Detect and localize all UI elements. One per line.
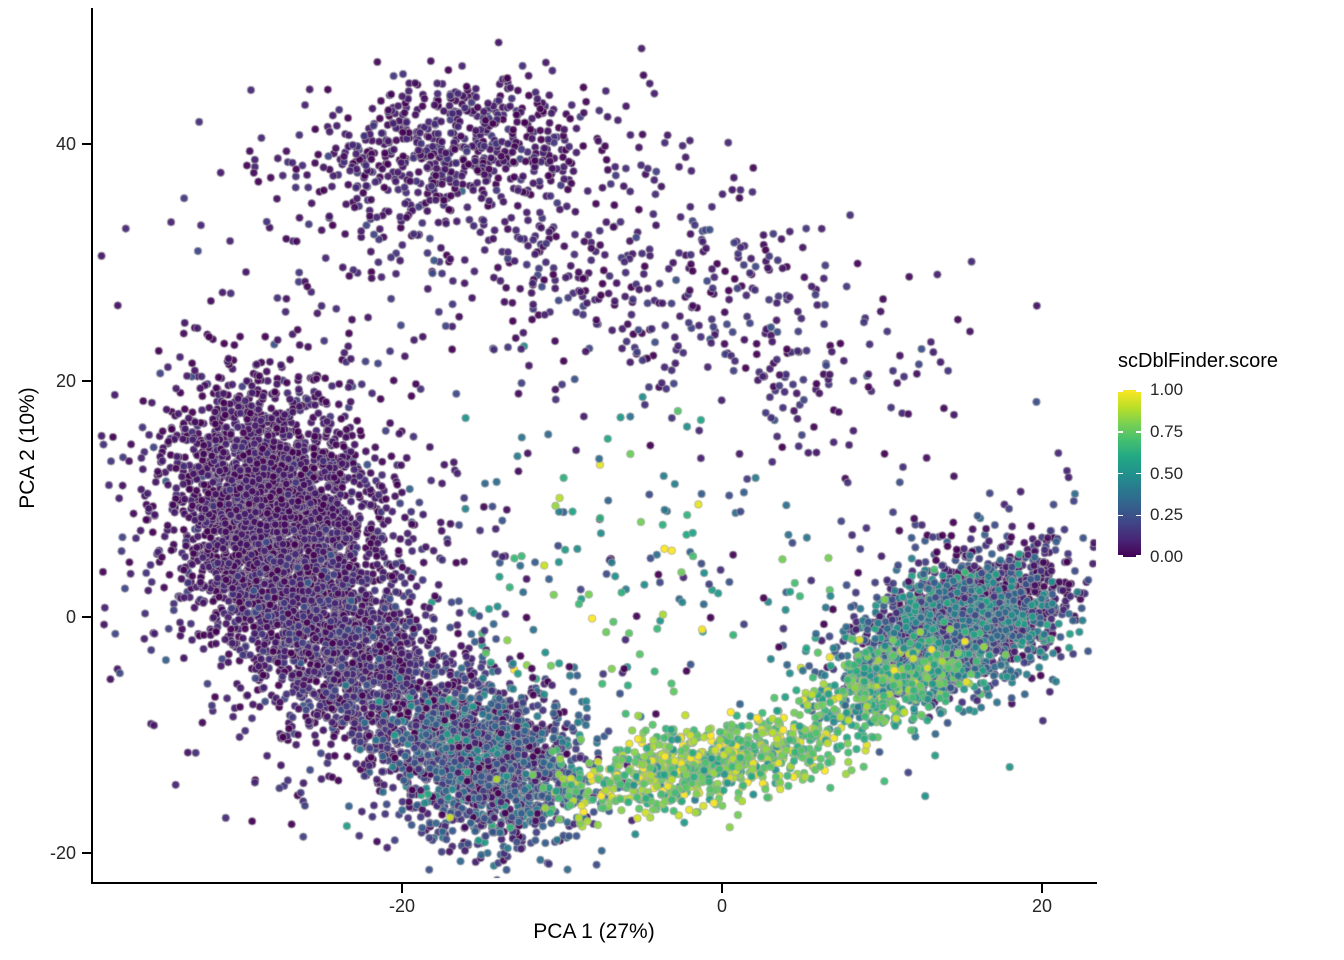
legend-tick-left xyxy=(1118,431,1123,433)
legend-tick-left xyxy=(1118,514,1123,516)
legend-tick-label: 0.75 xyxy=(1150,421,1184,441)
y-axis-line xyxy=(91,8,93,884)
y-tick-label: -20 xyxy=(49,843,76,864)
x-axis-title: PCA 1 (27%) xyxy=(533,920,655,943)
x-tick-label: 20 xyxy=(1031,896,1053,916)
legend-tick-left xyxy=(1118,390,1123,392)
legend-tick-left xyxy=(1118,472,1123,475)
legend-tick-right xyxy=(1136,555,1141,557)
legend-tick-label: 0.50 xyxy=(1150,463,1184,483)
y-tick-mark xyxy=(82,143,91,146)
x-tick-mark xyxy=(721,884,723,893)
legend-tick-right xyxy=(1136,514,1141,516)
legend-tick-left xyxy=(1118,555,1123,557)
legend-colorbar xyxy=(1118,390,1141,557)
x-axis-line xyxy=(91,882,1097,884)
legend-title: scDblFinder.score xyxy=(1118,350,1279,372)
x-tick-mark xyxy=(1041,884,1043,893)
y-tick-label: 20 xyxy=(55,370,76,391)
x-tick-label: 0 xyxy=(716,896,727,916)
legend-tick-label: 1.00 xyxy=(1150,380,1184,399)
y-tick-mark xyxy=(82,616,91,618)
y-axis-title: PCA 2 (10%) xyxy=(16,387,39,509)
legend-tick-right xyxy=(1136,390,1141,392)
x-tick-label: -20 xyxy=(388,896,415,916)
legend-tick-label: 0.00 xyxy=(1150,547,1184,566)
y-tick-mark xyxy=(82,379,91,382)
legend-tick-label: 0.25 xyxy=(1150,505,1184,525)
y-tick-mark xyxy=(82,852,91,855)
y-tick-label: 0 xyxy=(65,607,76,627)
y-tick-label: 40 xyxy=(55,134,76,155)
x-tick-mark xyxy=(401,884,403,893)
legend-tick-right xyxy=(1136,472,1141,475)
legend-tick-right xyxy=(1136,431,1141,433)
